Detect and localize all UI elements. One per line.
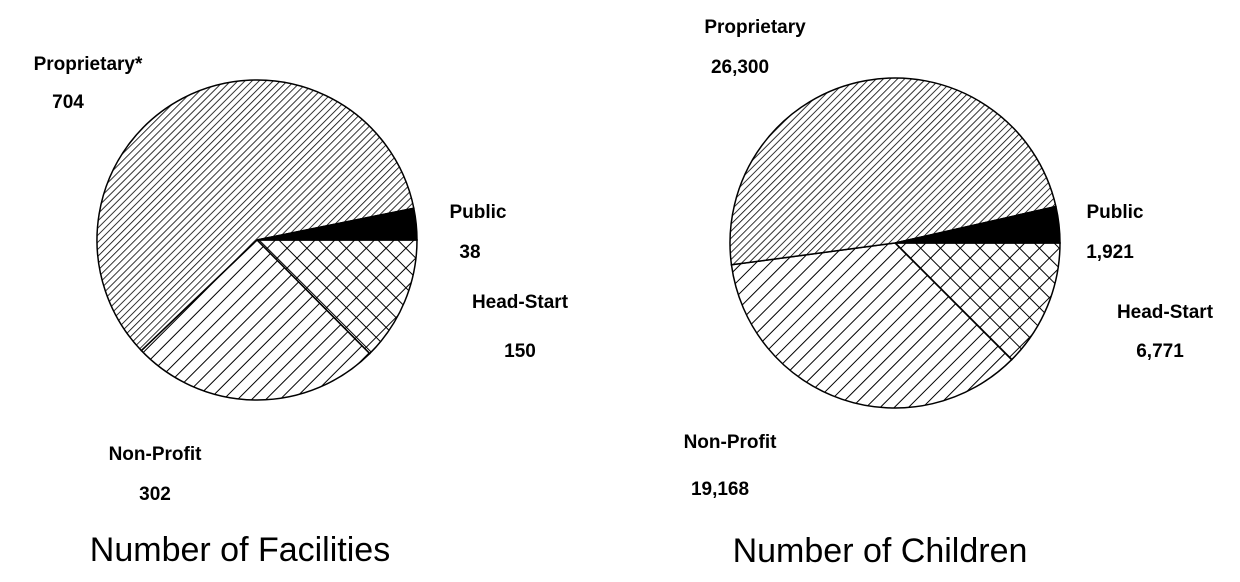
slice-value: 150	[504, 341, 536, 362]
slice-label: Proprietary	[704, 17, 806, 38]
slice-label: Head-Start	[472, 292, 569, 313]
slice-value: 6,771	[1136, 341, 1184, 362]
slice-label: Public	[449, 202, 506, 223]
slice-value: 704	[52, 92, 84, 113]
slice-label: Non-Profit	[684, 432, 778, 453]
pie-slice	[893, 242, 1061, 361]
slice-label: Non-Profit	[109, 444, 203, 465]
chart-title: Number of Children	[733, 532, 1028, 570]
slice-label: Proprietary*	[34, 54, 143, 75]
pie-slice	[730, 242, 1013, 409]
pie-slice	[140, 238, 371, 401]
slice-value: 1,921	[1086, 242, 1134, 263]
slice-value: 302	[139, 484, 171, 505]
slice-value: 19,168	[691, 479, 749, 500]
slice-value: 38	[459, 242, 480, 263]
slice-label: Head-Start	[1117, 302, 1214, 323]
pie-slice	[256, 207, 418, 241]
pie-slice	[894, 205, 1061, 244]
pie-slice	[96, 79, 415, 352]
chart-title: Number of Facilities	[90, 531, 390, 569]
pie-slice	[729, 77, 1057, 266]
slice-label: Public	[1086, 202, 1143, 223]
slice-value: 26,300	[711, 57, 769, 78]
pie-slice	[255, 239, 418, 355]
